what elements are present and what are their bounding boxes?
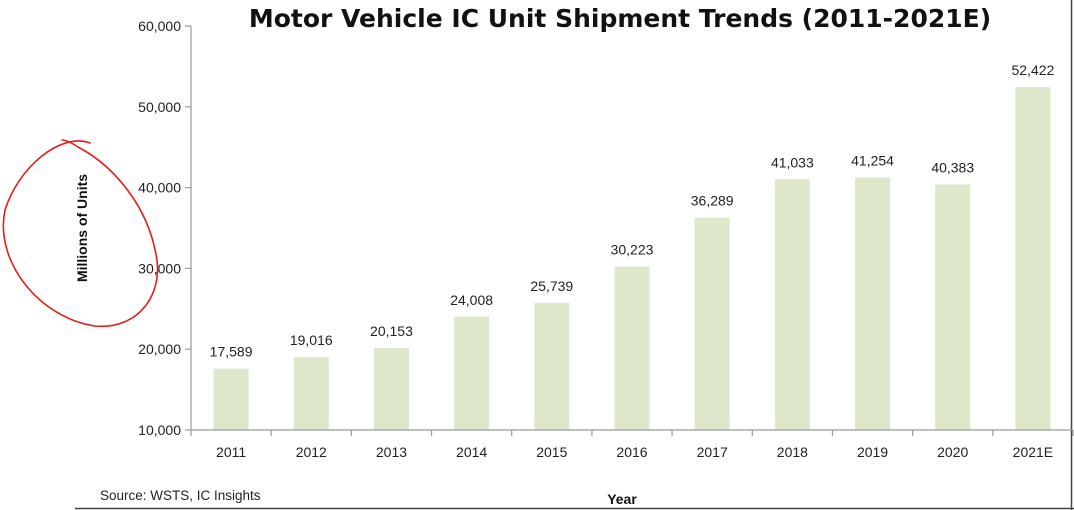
x-axis-label: Year — [607, 491, 637, 507]
bar-value-label: 24,008 — [450, 292, 493, 308]
bar-value-label: 41,254 — [851, 152, 894, 168]
y-tick-label: 40,000 — [138, 180, 181, 196]
bar — [855, 177, 891, 430]
chart-title: Motor Vehicle IC Unit Shipment Trends (2… — [249, 4, 991, 33]
bar-value-label: 19,016 — [290, 332, 333, 348]
x-axis: 2011 2012 2013 2014 2015 2016 2017 2018 2019 2020… — [190, 429, 1074, 460]
bar — [694, 217, 730, 430]
x-tick-label: 2020 — [937, 444, 968, 460]
y-tick-label: 60,000 — [138, 18, 181, 34]
bar — [293, 357, 329, 430]
bar — [213, 368, 249, 430]
x-tick-label: 2017 — [697, 444, 728, 460]
x-tick-label: 2021E — [1013, 444, 1053, 460]
x-tick-label: 2016 — [616, 444, 647, 460]
bar-value-label: 25,739 — [530, 278, 573, 294]
bar-value-label: 52,422 — [1011, 62, 1054, 78]
y-tick-label: 50,000 — [138, 99, 181, 115]
bar — [774, 179, 810, 430]
x-tick-label: 2015 — [536, 444, 567, 460]
x-tick-label: 2014 — [456, 444, 487, 460]
bar-value-label: 20,153 — [370, 323, 413, 339]
y-tick-label: 20,000 — [138, 341, 181, 357]
x-tick-label: 2012 — [296, 444, 327, 460]
source-note: Source: WSTS, IC Insights — [100, 488, 261, 503]
bar-value-label: 30,223 — [611, 242, 654, 258]
bar-value-label: 17,589 — [210, 344, 253, 360]
x-tick-label: 2013 — [376, 444, 407, 460]
y-axis: 10,000 20,000 30,000 40,000 50,000 60,000 — [138, 18, 192, 438]
bar-value-label: 36,289 — [691, 193, 734, 209]
bar — [935, 184, 971, 430]
x-tick-label: 2019 — [857, 444, 888, 460]
y-tick-label: 10,000 — [138, 422, 181, 438]
bar — [373, 347, 409, 430]
bar — [534, 302, 570, 430]
x-tick-label: 2011 — [216, 444, 246, 460]
bar-value-label: 41,033 — [771, 154, 814, 170]
bar — [454, 316, 490, 430]
bar — [1015, 87, 1051, 431]
x-tick-label: 2018 — [777, 444, 808, 460]
y-axis-label: Millions of Units — [74, 174, 90, 282]
y-tick-label: 30,000 — [138, 260, 181, 276]
value-labels-group: 17,589 19,016 20,153 24,008 25,739 30,223 36,2… — [210, 62, 1055, 359]
bar-value-label: 40,383 — [931, 160, 974, 176]
bars-group — [213, 87, 1051, 431]
bar — [614, 266, 650, 430]
annotation-circle — [2, 139, 159, 327]
